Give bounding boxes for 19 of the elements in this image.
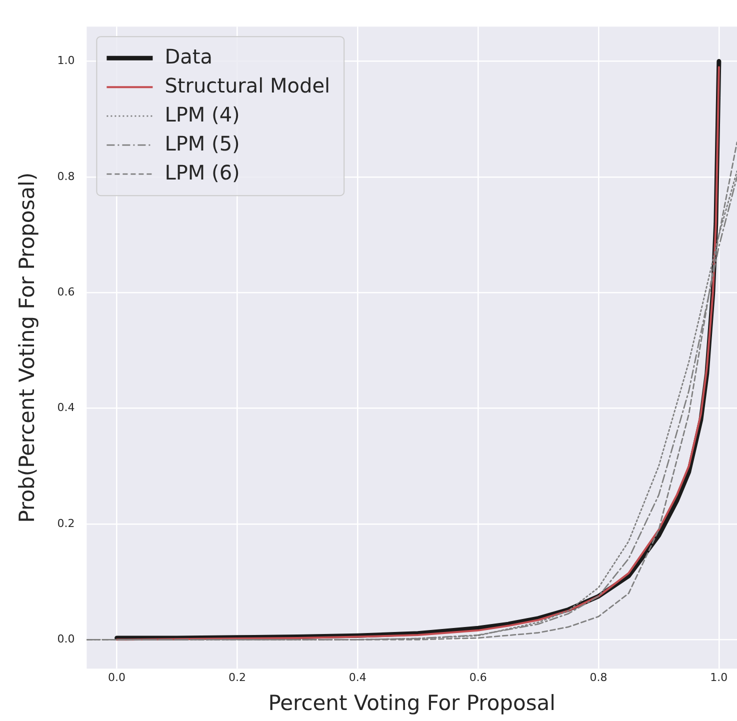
x-tick-label: 0.4 <box>348 671 366 684</box>
x-tick-label: 0.6 <box>469 671 487 684</box>
y-tick-label: 0.8 <box>57 170 75 183</box>
x-tick-label: 0.0 <box>108 671 126 684</box>
legend-label: LPM (4) <box>164 102 240 126</box>
x-tick-label: 0.2 <box>228 671 246 684</box>
y-tick-label: 0.4 <box>57 401 75 414</box>
legend-label: Structural Model <box>164 73 330 98</box>
legend-label: LPM (5) <box>164 131 240 156</box>
legend-label: LPM (6) <box>164 160 240 184</box>
y-axis-title: Prob(Percent Voting For Proposal) <box>15 172 40 523</box>
y-tick-label: 0.0 <box>57 632 75 646</box>
legend-label: Data <box>164 44 212 68</box>
y-tick-label: 1.0 <box>57 54 75 68</box>
x-axis-title: Percent Voting For Proposal <box>268 690 556 715</box>
x-tick-label: 1.0 <box>710 671 728 684</box>
y-tick-label: 0.2 <box>57 516 75 530</box>
y-tick-label: 0.6 <box>57 286 75 299</box>
x-tick-label: 0.8 <box>590 671 608 684</box>
